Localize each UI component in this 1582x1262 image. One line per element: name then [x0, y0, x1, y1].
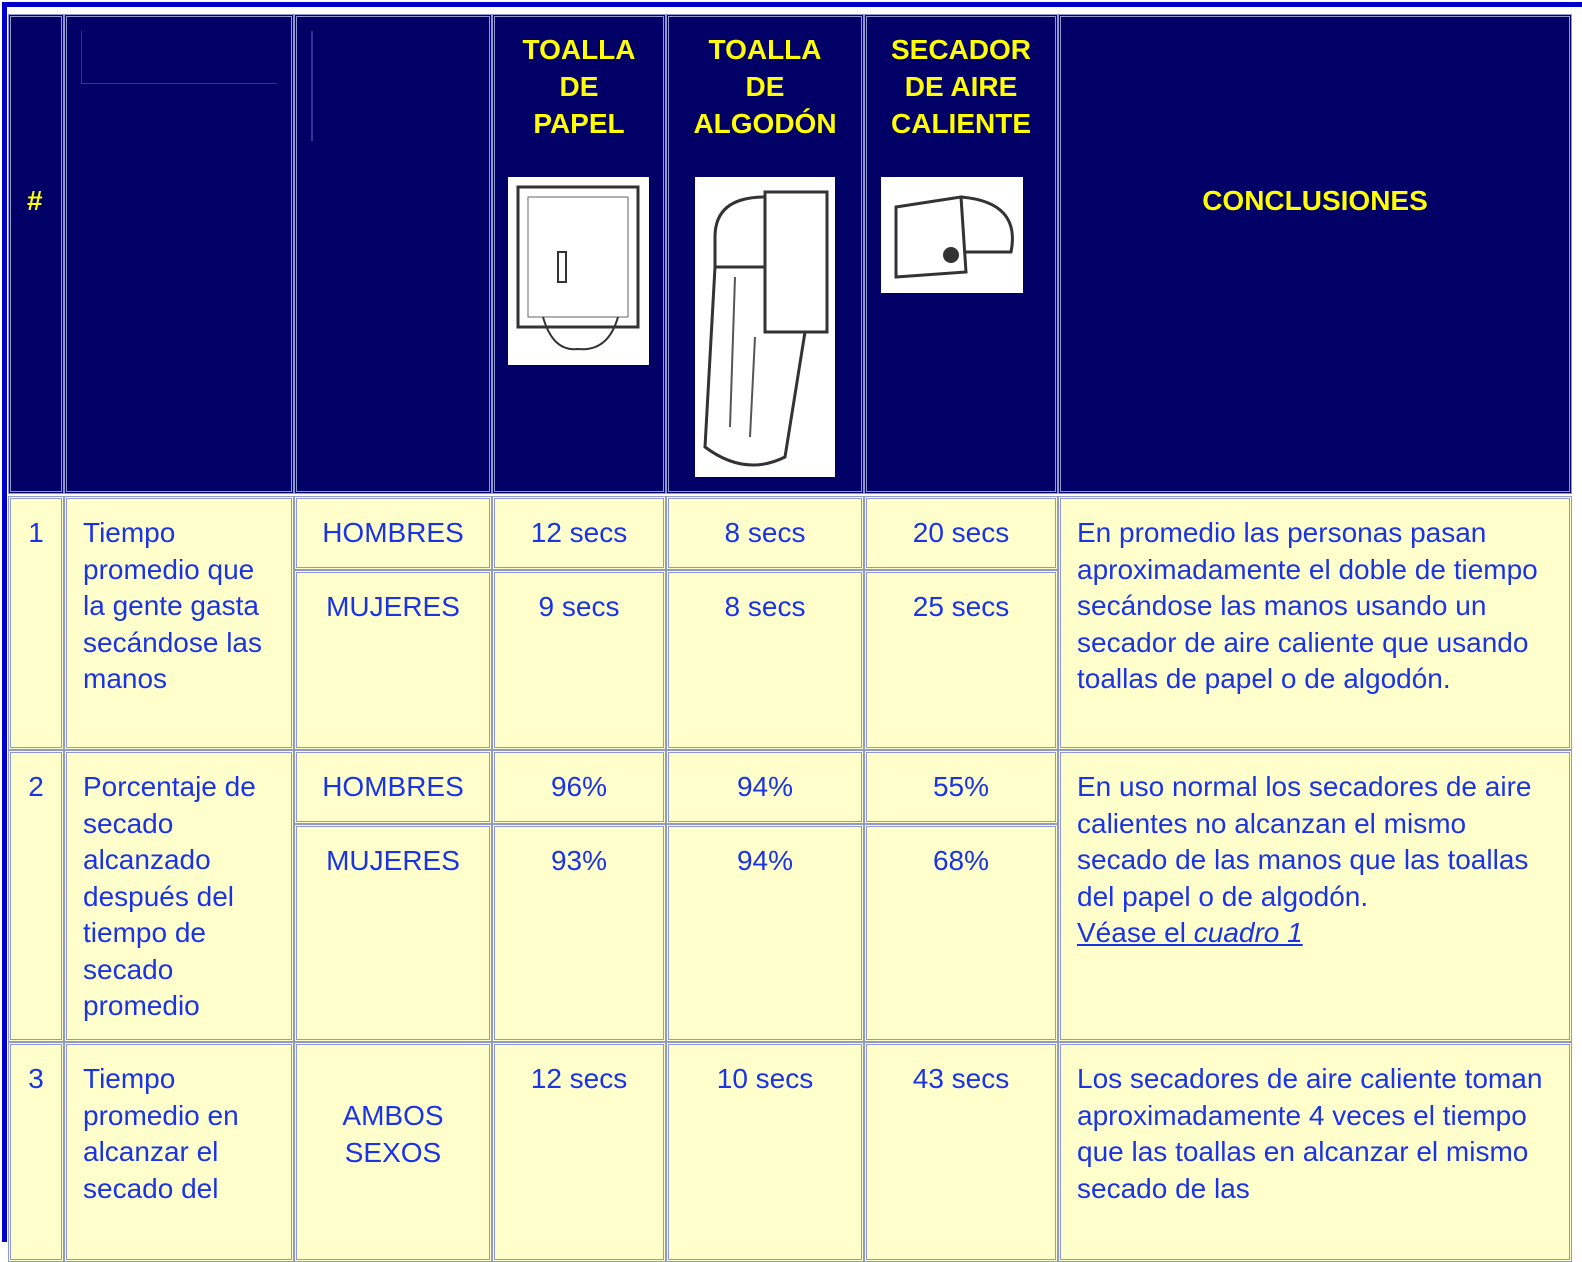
header-line: DE	[559, 71, 599, 102]
row-number: 3	[8, 1042, 64, 1262]
value-cell: 8 secs	[666, 496, 864, 570]
cotton-towel-image	[695, 177, 835, 477]
header-line: SECADOR	[890, 34, 1031, 65]
group-cell: HOMBRES	[294, 750, 492, 824]
value-cell: 12 secs	[492, 1042, 666, 1262]
header-line: DE AIRE	[904, 71, 1018, 102]
header-line: TOALLA	[708, 34, 822, 65]
conclusion-text: Los secadores de aire caliente toman apr…	[1077, 1063, 1543, 1204]
hand-dryer-image	[881, 177, 1023, 293]
paper-towel-image	[508, 177, 649, 365]
header-cell	[64, 14, 294, 494]
row-label: Porcentaje de secado alcanzado después d…	[64, 750, 294, 1042]
link-italic: cuadro 1	[1193, 917, 1303, 948]
value-cell: 12 secs	[492, 496, 666, 570]
group-cell: AMBOS SEXOS	[294, 1042, 492, 1262]
header-line: ALGODÓN	[693, 108, 837, 139]
conclusion-cell: Los secadores de aire caliente toman apr…	[1058, 1042, 1572, 1262]
row-number: 1	[8, 496, 64, 750]
header-cell: SECADOR DE AIRE CALIENTE	[864, 14, 1058, 494]
value-cell: 96%	[492, 750, 666, 824]
value-cell: 20 secs	[864, 496, 1058, 570]
row-label: Tiempo promedio que la gente gasta secán…	[64, 496, 294, 750]
group-cell: HOMBRES	[294, 496, 492, 570]
header-line: CALIENTE	[891, 108, 1031, 139]
value-cell: 8 secs	[666, 570, 864, 750]
label-text: Tiempo promedio que la gente gasta secán…	[83, 517, 263, 694]
number-text: 2	[28, 771, 44, 802]
number-text: 3	[28, 1063, 44, 1094]
conclusion-text: En uso normal los secadores de aire cali…	[1077, 771, 1532, 912]
group-cell: MUJERES	[294, 570, 492, 750]
cuadro-link[interactable]: Véase el cuadro 1	[1077, 917, 1303, 948]
header-cell: CONCLUSIONES	[1058, 14, 1572, 494]
value-cell: 9 secs	[492, 570, 666, 750]
label-text: Porcentaje de secado alcanzado después d…	[83, 771, 256, 1021]
header-cell	[294, 14, 492, 494]
header-cell: TOALLA DE PAPEL	[492, 14, 666, 494]
conclusion-text: En promedio las personas pasan aproximad…	[1077, 517, 1538, 694]
number-text: 1	[28, 517, 44, 548]
header-line: PAPEL	[533, 108, 625, 139]
value-cell: 93%	[492, 824, 666, 1042]
link-text: Véase el	[1077, 917, 1186, 948]
conclusion-cell: En promedio las personas pasan aproximad…	[1058, 496, 1572, 750]
header-hash: #	[27, 185, 43, 216]
header-conclusions: CONCLUSIONES	[1202, 185, 1428, 216]
value-cell: 94%	[666, 824, 864, 1042]
label-text: Tiempo promedio en alcanzar el secado de…	[83, 1063, 239, 1204]
row-number: 2	[8, 750, 64, 1042]
header-line: DE	[745, 71, 785, 102]
header-cell: TOALLA DE ALGODÓN	[666, 14, 864, 494]
value-cell: 10 secs	[666, 1042, 864, 1262]
value-cell: 68%	[864, 824, 1058, 1042]
row-label: Tiempo promedio en alcanzar el secado de…	[64, 1042, 294, 1262]
conclusion-cell: En uso normal los secadores de aire cali…	[1058, 750, 1572, 1042]
empty-image	[311, 31, 313, 141]
value-cell: 94%	[666, 750, 864, 824]
empty-image	[81, 31, 277, 84]
group-cell: MUJERES	[294, 824, 492, 1042]
header-line: TOALLA	[522, 34, 636, 65]
header-cell: #	[8, 14, 64, 494]
value-cell: 25 secs	[864, 570, 1058, 750]
value-cell: 55%	[864, 750, 1058, 824]
value-cell: 43 secs	[864, 1042, 1058, 1262]
